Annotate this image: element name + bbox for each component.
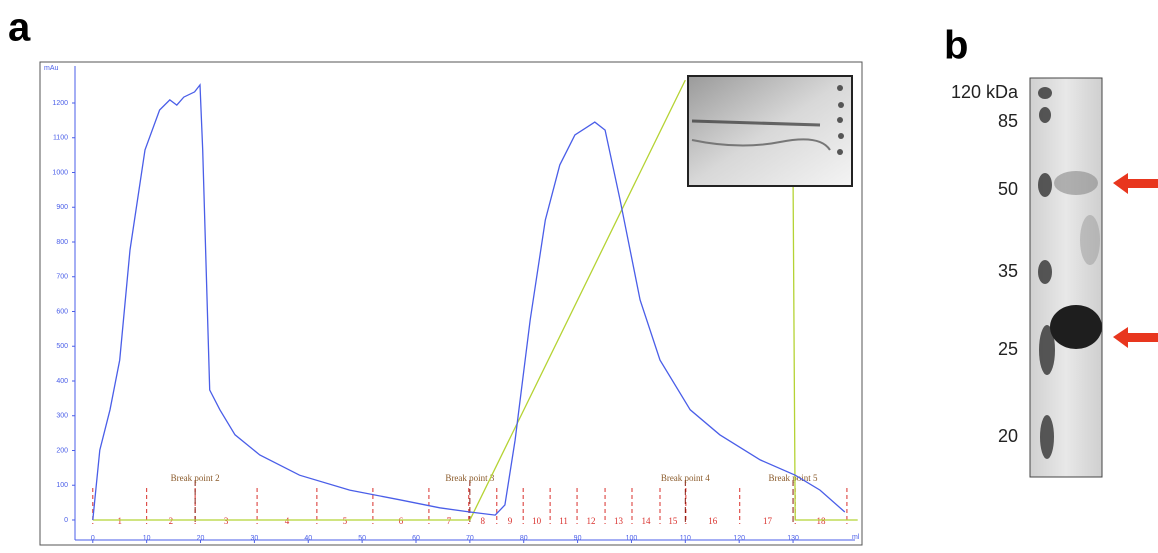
marker-label: 35 (998, 261, 1018, 281)
y-tick-label: 800 (56, 239, 68, 246)
x-axis-label: ml (852, 534, 860, 541)
marker-label: 50 (998, 179, 1018, 199)
fraction-label: 4 (285, 516, 290, 526)
gel-markers: 120 kDa 85 50 35 25 20 (951, 82, 1019, 446)
y-tick-label: 100 (56, 482, 68, 489)
y-tick-label: 400 (56, 378, 68, 385)
x-tick-label: 0 (91, 535, 95, 542)
y-tick-label: 200 (56, 447, 68, 454)
x-tick-label: 110 (680, 535, 691, 542)
y-tick-label: 900 (56, 204, 68, 211)
y-tick-label: 1100 (53, 135, 68, 142)
x-tick-label: 80 (520, 535, 528, 542)
fraction-label: 8 (481, 516, 486, 526)
fraction-label: 15 (668, 516, 678, 526)
marker-label: 85 (998, 111, 1018, 131)
page: a b mAu ml 01002003004005006007008009001… (0, 0, 1158, 553)
gel (1030, 78, 1102, 477)
x-tick-label: 70 (466, 535, 474, 542)
x-tick-label: 90 (574, 535, 582, 542)
fraction-label: 11 (559, 516, 568, 526)
fraction-label: 2 (169, 516, 174, 526)
fraction-label: 1 (117, 516, 122, 526)
fraction-label: 5 (343, 516, 348, 526)
y-axis-label: mAu (44, 65, 59, 72)
fraction-label: 12 (587, 516, 596, 526)
x-tick-label: 60 (412, 535, 420, 542)
x-tick-label: 120 (733, 535, 745, 542)
y-tick-label: 500 (56, 343, 68, 350)
x-tick-label: 10 (143, 535, 151, 542)
y-tick-label: 1200 (52, 100, 68, 107)
fraction-label: 6 (399, 516, 404, 526)
figure: a b mAu ml 01002003004005006007008009001… (0, 0, 1158, 548)
x-tick-label: 40 (304, 535, 312, 542)
break-point-label: Break point 2 (171, 473, 220, 483)
fraction-label: 17 (763, 516, 773, 526)
x-tick-label: 50 (358, 535, 366, 542)
fraction-label: 7 (447, 516, 452, 526)
fraction-label: 10 (532, 516, 542, 526)
fraction-label: 16 (708, 516, 718, 526)
arrows (1113, 173, 1158, 348)
y-tick-label: 700 (56, 274, 68, 281)
marker-label: 25 (998, 339, 1018, 359)
fraction-label: 14 (641, 516, 651, 526)
fraction-label: 3 (224, 516, 229, 526)
y-tick-label: 0 (64, 517, 68, 524)
x-tick-label: 20 (197, 535, 205, 542)
x-tick-label: 100 (626, 535, 638, 542)
x-tick-label: 30 (250, 535, 258, 542)
fraction-label: 9 (508, 516, 513, 526)
marker-label: 20 (998, 426, 1018, 446)
panel-label: b (944, 24, 968, 68)
panel-label: a (8, 6, 31, 50)
y-tick-label: 1000 (52, 169, 68, 176)
y-tick-label: 300 (56, 413, 68, 420)
fraction-label: 13 (614, 516, 624, 526)
marker-label: 120 kDa (951, 82, 1019, 102)
break-point-label: Break point 4 (661, 473, 710, 483)
fraction-label: 18 (817, 516, 827, 526)
break-point-label: Break point 3 (445, 473, 494, 483)
x-tick-label: 130 (787, 535, 799, 542)
y-tick-label: 600 (56, 308, 68, 315)
inset-gel (688, 76, 852, 186)
